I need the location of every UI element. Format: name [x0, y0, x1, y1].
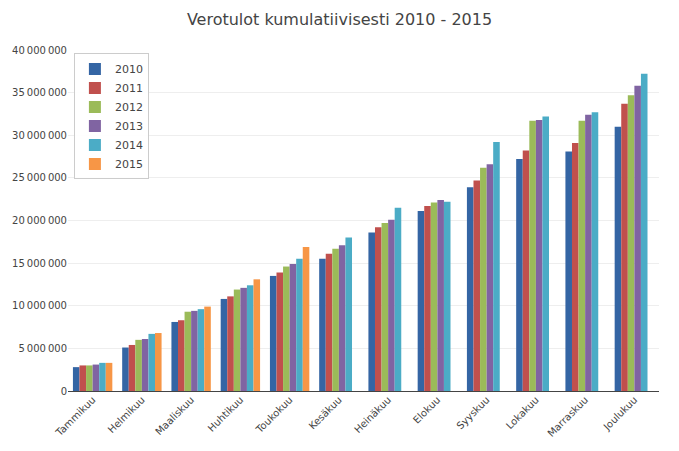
svg-text:Kesäkuu: Kesäkuu: [307, 394, 344, 431]
svg-text:Joulukuu: Joulukuu: [601, 394, 640, 433]
svg-text:15 000 000: 15 000 000: [12, 258, 67, 269]
svg-text:2014: 2014: [115, 139, 143, 152]
svg-text:2013: 2013: [115, 120, 143, 133]
svg-text:Verotulot kumulatiivisesti 201: Verotulot kumulatiivisesti 2010 - 2015: [187, 10, 492, 29]
svg-text:10 000 000: 10 000 000: [12, 300, 67, 311]
svg-text:5 000 000: 5 000 000: [18, 343, 67, 354]
svg-text:Helmikuu: Helmikuu: [106, 394, 147, 435]
svg-text:Heinäkuu: Heinäkuu: [352, 394, 393, 435]
svg-text:Huhtikuu: Huhtikuu: [206, 394, 246, 434]
svg-text:Maaliskuu: Maaliskuu: [153, 394, 196, 437]
svg-text:30 000 000: 30 000 000: [12, 130, 67, 141]
svg-text:0: 0: [61, 386, 67, 397]
svg-text:Lokakuu: Lokakuu: [504, 394, 541, 431]
svg-text:40 000 000: 40 000 000: [12, 45, 67, 56]
svg-text:Toukokuu: Toukokuu: [253, 394, 294, 435]
svg-text:2011: 2011: [115, 82, 143, 95]
svg-text:20 000 000: 20 000 000: [12, 215, 67, 226]
svg-text:25 000 000: 25 000 000: [12, 172, 67, 183]
svg-text:Elokuu: Elokuu: [411, 394, 442, 425]
svg-text:Syyskuu: Syyskuu: [454, 394, 491, 431]
svg-text:35 000 000: 35 000 000: [12, 87, 67, 98]
svg-text:Tammikuu: Tammikuu: [53, 394, 98, 439]
svg-text:2010: 2010: [115, 63, 143, 76]
svg-text:Marraskuu: Marraskuu: [545, 394, 590, 439]
svg-text:2012: 2012: [115, 101, 143, 114]
svg-text:2015: 2015: [115, 158, 143, 171]
